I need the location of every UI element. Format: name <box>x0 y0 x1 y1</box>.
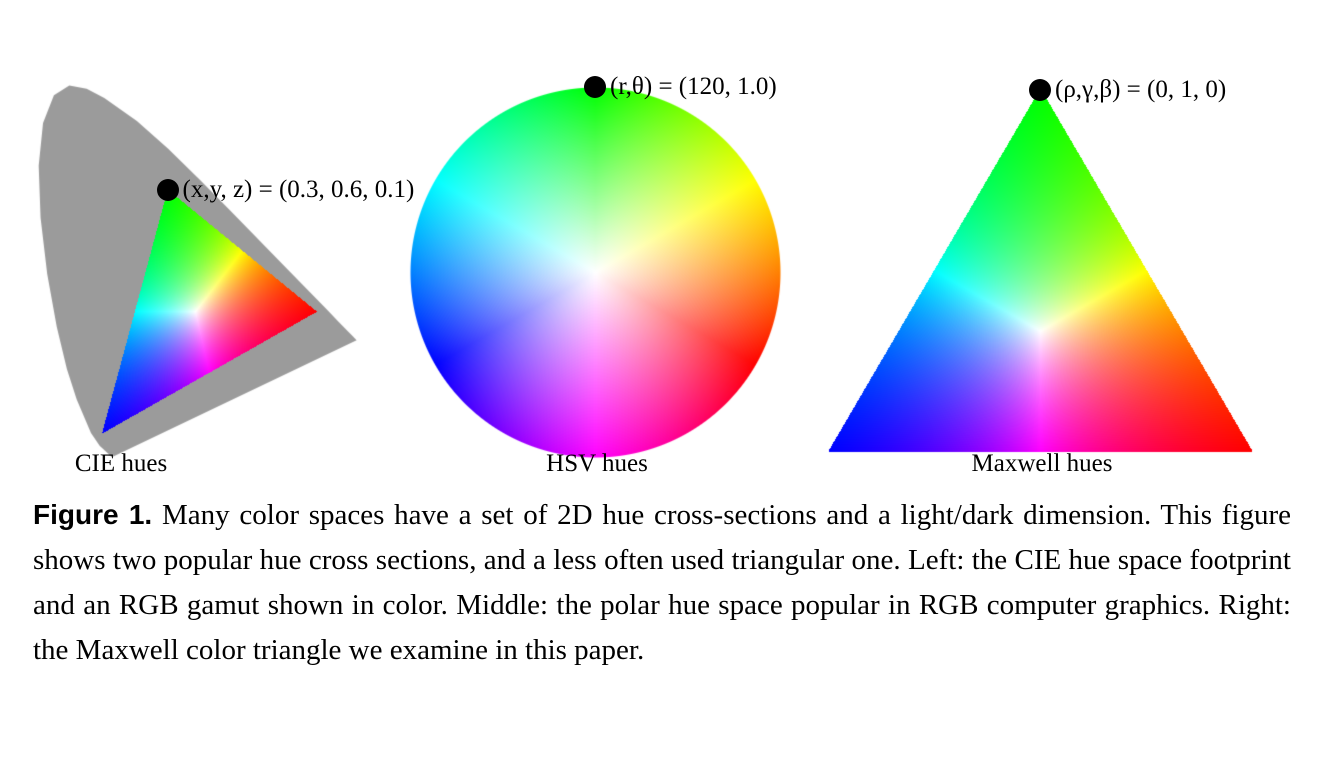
figure-caption: Figure 1. Many color spaces have a set of… <box>33 492 1291 673</box>
hsv-annotation: (r,θ) = (120, 1.0) <box>610 73 777 100</box>
hsv-hue-wheel <box>405 82 785 462</box>
cie-chromaticity-diagram <box>30 80 370 465</box>
cie-panel-label: CIE hues <box>74 450 168 477</box>
caption-text: Many color spaces have a set of 2D hue c… <box>33 499 1291 666</box>
hsv-marker-dot <box>584 76 606 98</box>
hsv-panel-label: HSV hues <box>546 450 648 477</box>
cie-annotation: (x,y, z) = (0.3, 0.6, 0.1) <box>182 176 415 204</box>
maxwell-marker-dot <box>1029 79 1051 101</box>
maxwell-annotation: (ρ,γ,β) = (0, 1, 0) <box>1055 76 1227 103</box>
caption-tag: Figure 1. <box>33 499 153 530</box>
maxwell-color-triangle <box>820 85 1260 457</box>
maxwell-panel-label: Maxwell hues <box>971 450 1113 477</box>
cie-marker-dot <box>156 179 179 202</box>
